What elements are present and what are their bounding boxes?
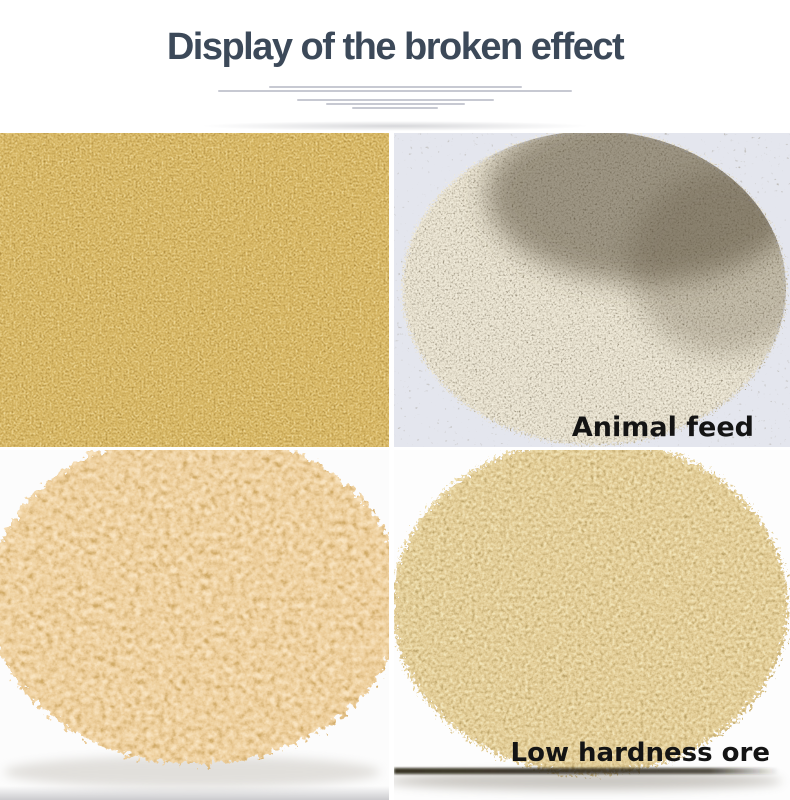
page-title: Display of the broken effect [166, 26, 625, 68]
photo-crushed-golden-grain [0, 133, 389, 447]
header: Display of the broken effect [0, 0, 790, 133]
fine-print-line [268, 85, 522, 88]
photo-label: Low hardness ore [510, 738, 770, 768]
fine-print-line [218, 89, 572, 92]
fine-print-line [352, 106, 438, 109]
fine-print-line [325, 102, 465, 105]
header-shadow [125, 119, 665, 133]
granular-material-image [0, 450, 389, 800]
low-hardness-ore-image [394, 450, 790, 800]
animal-feed-image [394, 133, 790, 447]
photo-animal-feed: Animal feed [394, 133, 790, 447]
photo-label: Animal feed [571, 412, 754, 443]
image-grid: Animal feed Low hardness ore [0, 133, 790, 800]
fine-print-line [296, 98, 494, 101]
crushed-grain-texture-image [0, 133, 389, 447]
fine-print [0, 84, 790, 109]
photo-granular-material [0, 450, 389, 800]
photo-low-hardness-ore: Low hardness ore [394, 450, 790, 800]
